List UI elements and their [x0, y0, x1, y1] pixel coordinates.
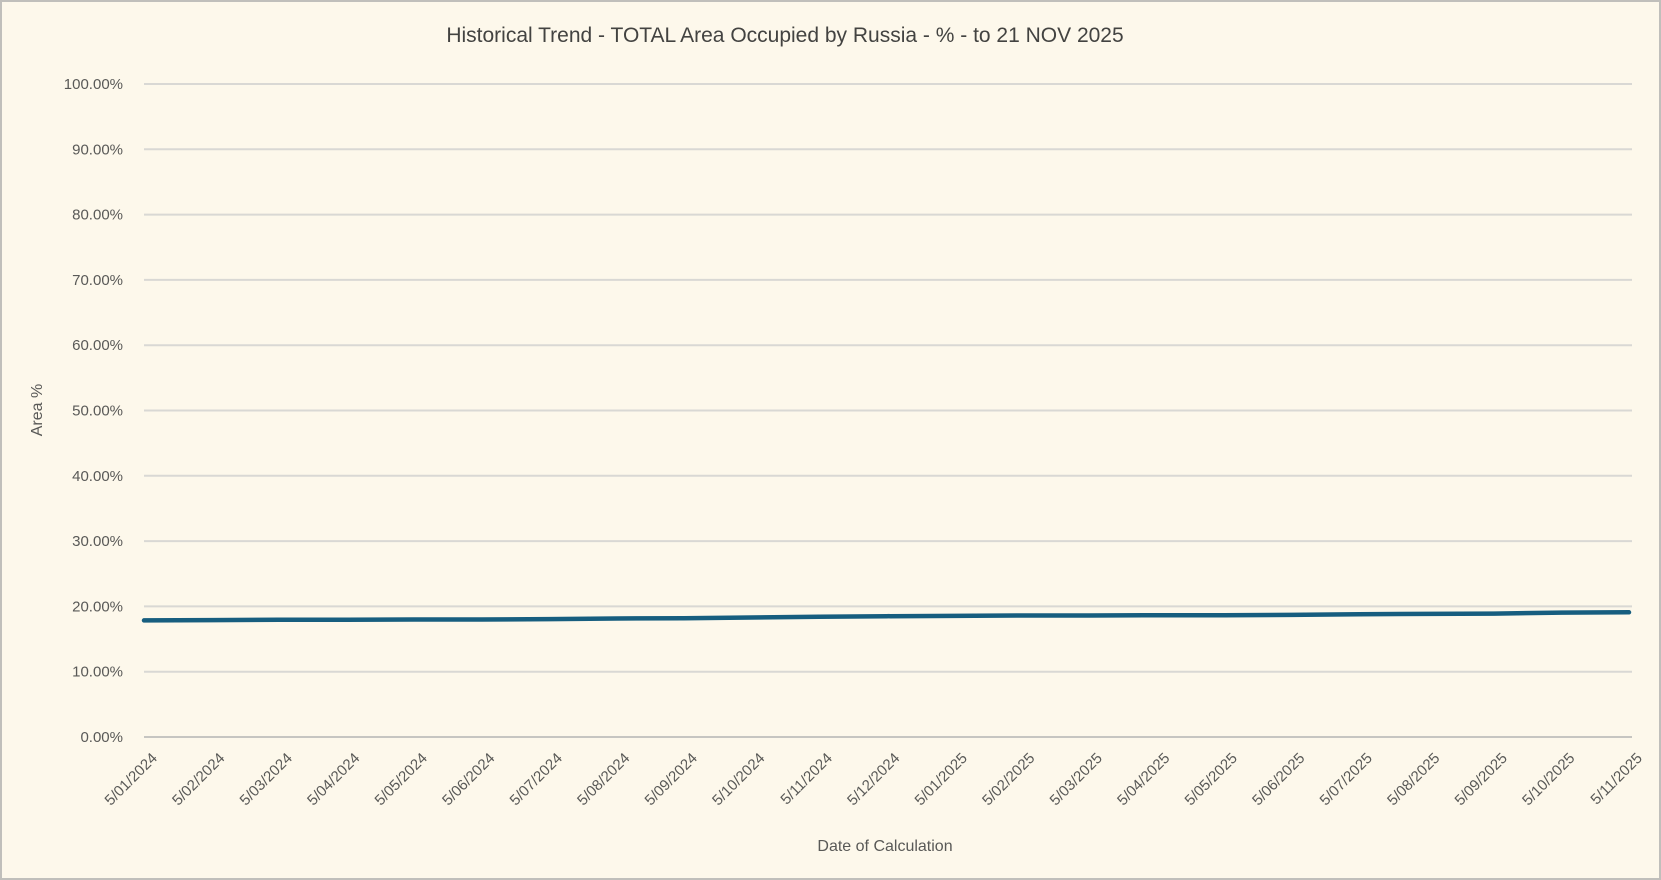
x-tick-label: 5/01/2024: [102, 750, 161, 809]
y-tick-label: 90.00%: [72, 141, 123, 158]
x-tick-label: 5/02/2024: [169, 750, 228, 809]
x-tick-label: 5/09/2024: [642, 750, 701, 809]
x-axis-title: Date of Calculation: [817, 838, 952, 855]
x-tick-label: 5/04/2024: [304, 750, 363, 809]
chart-title: Historical Trend - TOTAL Area Occupied b…: [446, 24, 1123, 47]
x-tick-label: 5/12/2024: [844, 750, 903, 809]
x-tick-label: 5/11/2025: [1587, 750, 1645, 808]
y-tick-label: 30.00%: [72, 533, 123, 550]
x-tick-label: 5/03/2024: [237, 750, 296, 809]
x-tick-label: 5/09/2025: [1452, 750, 1511, 809]
x-tick-label: 5/08/2025: [1384, 750, 1443, 809]
y-axis-tick-labels: 0.00% 10.00% 20.00% 30.00% 40.00% 50.00% 60.00…: [64, 76, 123, 746]
x-tick-label: 5/07/2025: [1317, 750, 1376, 809]
y-tick-label: 50.00%: [72, 403, 123, 420]
x-tick-label: 5/10/2025: [1519, 750, 1578, 809]
y-tick-label: 60.00%: [72, 337, 123, 354]
x-tick-label: 5/07/2024: [507, 750, 566, 809]
y-tick-label: 100.00%: [64, 76, 123, 93]
gridlines: [144, 83, 1632, 738]
x-axis-tick-labels: 5/01/2024 5/02/2024 5/03/2024 5/04/2024 5/05…: [102, 750, 1646, 809]
y-axis-title: Area %: [29, 384, 46, 436]
x-tick-label: 5/08/2024: [574, 750, 633, 809]
y-tick-label: 70.00%: [72, 272, 123, 289]
y-tick-label: 0.00%: [80, 729, 123, 746]
x-tick-label: 5/03/2025: [1047, 750, 1106, 809]
x-tick-label: 5/05/2025: [1182, 750, 1241, 809]
x-tick-label: 5/04/2025: [1114, 750, 1173, 809]
x-tick-label: 5/06/2025: [1249, 750, 1308, 809]
x-tick-label: 5/05/2024: [372, 750, 431, 809]
trend-line: [141, 610, 1632, 623]
x-tick-label: 5/10/2024: [709, 750, 768, 809]
y-tick-label: 20.00%: [72, 598, 123, 615]
x-tick-label: 5/02/2025: [979, 750, 1038, 809]
y-tick-label: 80.00%: [72, 207, 123, 224]
x-tick-label: 5/01/2025: [912, 750, 971, 809]
y-tick-label: 10.00%: [72, 664, 123, 681]
y-tick-label: 40.00%: [72, 468, 123, 485]
x-tick-label: 5/11/2024: [777, 750, 835, 808]
x-tick-label: 5/06/2024: [439, 750, 498, 809]
